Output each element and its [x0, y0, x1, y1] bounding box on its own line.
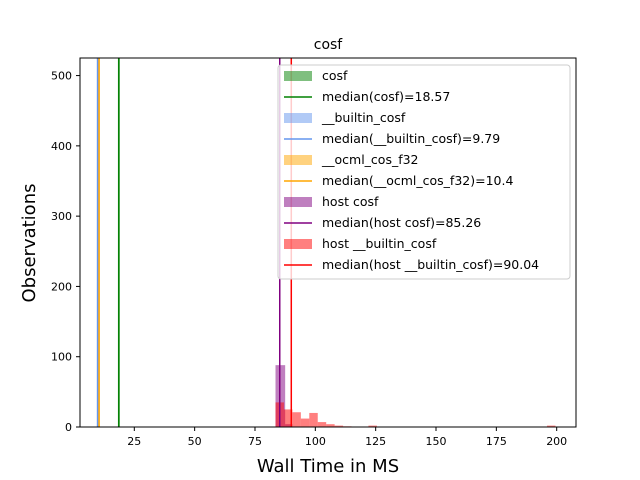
legend: cosf median(cosf)=18.57 __builtin_cosf m… — [277, 64, 571, 280]
histogram-bar — [283, 409, 293, 427]
histogram-bar — [334, 425, 344, 427]
legend-label: __builtin_cosf — [321, 110, 406, 125]
y-axis-label: Observations — [19, 184, 40, 303]
x-tick-label: 50 — [188, 435, 202, 448]
x-tick-label: 125 — [365, 435, 386, 448]
y-tick-label: 200 — [51, 280, 72, 293]
histogram-bar — [309, 412, 318, 427]
legend-swatch — [284, 113, 312, 123]
y-tick-label: 500 — [51, 70, 72, 83]
histogram-bar — [300, 418, 310, 427]
x-tick-label: 100 — [305, 435, 326, 448]
legend-label: median(host cosf)=85.26 — [322, 215, 481, 230]
histogram-bar — [326, 424, 335, 427]
plot-frame — [79, 57, 577, 428]
x-tick-label: 75 — [248, 435, 262, 448]
legend-label: median(__builtin_cosf)=9.79 — [322, 131, 500, 146]
legend-box — [277, 64, 571, 280]
legend-label: median(cosf)=18.57 — [322, 89, 450, 104]
legend-swatch — [284, 197, 312, 207]
histogram-bar — [368, 425, 377, 427]
y-tick-label: 0 — [65, 421, 72, 434]
x-tick-label: 150 — [426, 435, 447, 448]
legend-swatch — [284, 155, 312, 165]
median-lines — [96, 58, 293, 427]
y-tick-label: 400 — [51, 140, 72, 153]
legend-label: cosf — [322, 68, 348, 83]
legend-label: host __builtin_cosf — [322, 236, 437, 251]
x-tick-label: 200 — [546, 435, 567, 448]
legend-label: median(__ocml_cos_f32)=10.4 — [322, 173, 513, 188]
y-tick-label: 100 — [51, 351, 72, 364]
histogram-bar — [547, 425, 556, 427]
legend-swatch — [284, 71, 312, 81]
chart-title: cosf — [314, 37, 344, 53]
legend-label: __ocml_cos_f32 — [321, 152, 419, 167]
legend-swatch — [284, 239, 312, 249]
y-tick-label: 300 — [51, 210, 72, 223]
x-axis-ticks: 25 50 75 100 125 150 175 200 — [127, 427, 567, 448]
y-axis-ticks: 0 100 200 300 400 500 — [51, 70, 80, 434]
histogram-bar — [317, 422, 327, 427]
x-tick-label: 175 — [486, 435, 507, 448]
x-tick-label: 25 — [127, 435, 141, 448]
legend-label: host cosf — [322, 194, 379, 209]
x-axis-label: Wall Time in MS — [257, 456, 399, 477]
histogram-bar — [292, 412, 301, 427]
legend-label: median(host __builtin_cosf)=90.04 — [322, 257, 539, 272]
